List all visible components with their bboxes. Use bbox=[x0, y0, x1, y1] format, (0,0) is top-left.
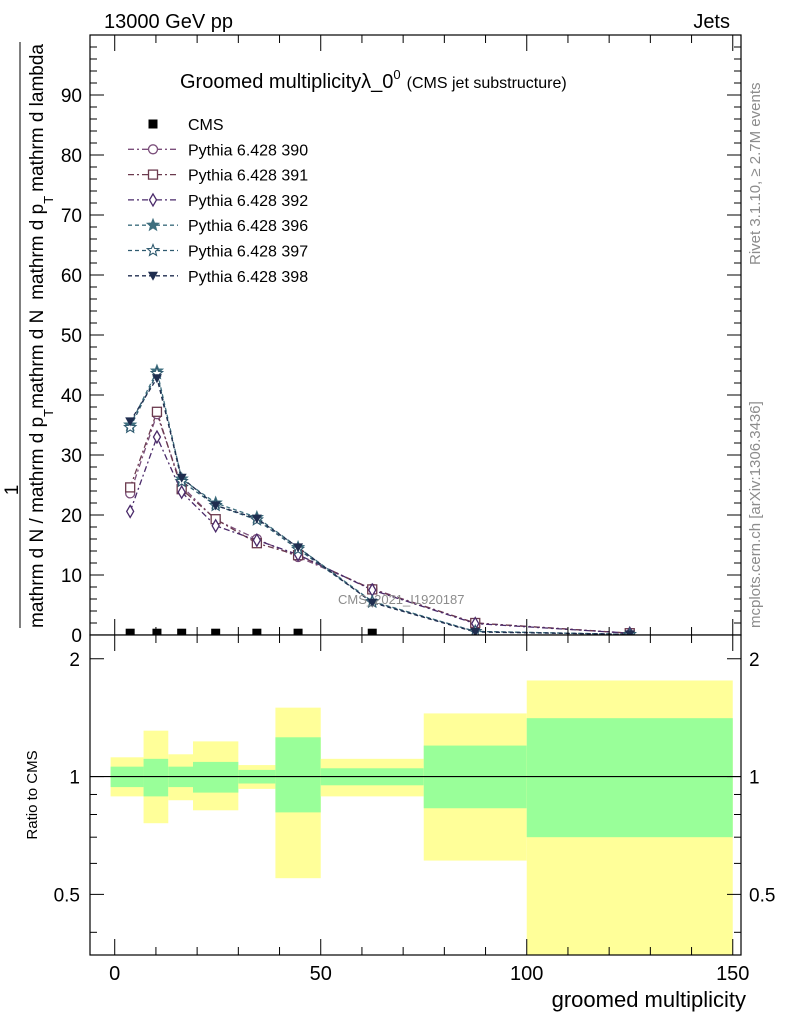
chart-title: Groomed multiplicityλ_00(CMS jet substru… bbox=[180, 67, 567, 93]
ratio-y-tick-label: 1 bbox=[69, 768, 80, 789]
y-label-denominator: mathrm d N / mathrm d pTmathrm d N. bbox=[27, 309, 56, 628]
legend-marker bbox=[148, 119, 158, 129]
legend-entry-label: Pythia 6.428 392 bbox=[188, 193, 308, 210]
data-point bbox=[176, 473, 187, 483]
main-y-tick-label: 10 bbox=[61, 566, 82, 587]
main-y-tick-label: 80 bbox=[61, 146, 82, 167]
main-y-tick-label: 50 bbox=[61, 326, 82, 347]
legend-marker bbox=[147, 169, 159, 180]
series-line bbox=[129, 371, 630, 636]
data-point bbox=[177, 628, 187, 638]
ratio-y-tick-label-right: 1 bbox=[749, 768, 760, 789]
x-tick-label: 100 bbox=[510, 963, 543, 985]
data-point bbox=[152, 628, 162, 638]
main-y-tick-label: 20 bbox=[61, 506, 82, 527]
ratio-y-tick-label: 2 bbox=[69, 650, 80, 671]
data-point bbox=[125, 417, 136, 427]
ratio-x-axis: 0 50 100 150 bbox=[109, 635, 749, 985]
legend-marker bbox=[145, 242, 161, 257]
legend-entry-label: Pythia 6.428 398 bbox=[188, 269, 308, 286]
data-point bbox=[177, 484, 186, 500]
data-point bbox=[123, 419, 138, 434]
data-point bbox=[151, 406, 163, 417]
ratio-y-tick-label-right: 0.5 bbox=[749, 885, 775, 906]
main-y-tick-label: 90 bbox=[61, 86, 82, 107]
legend-marker bbox=[148, 192, 158, 208]
x-axis-label: groomed multiplicity bbox=[552, 987, 746, 1012]
main-y-axis: 0 10 20 30 40 50 60 70 80 90 bbox=[61, 46, 741, 647]
legend: CMS Pythia 6.428 390 Pythia 6.428 391 Pythi… bbox=[128, 117, 308, 286]
x-tick-label: 150 bbox=[716, 963, 749, 985]
data-point bbox=[252, 628, 262, 638]
legend-entry-label: Pythia 6.428 397 bbox=[188, 244, 308, 261]
ratio-y-axis: 0.5 0.5 1 1 2 2 bbox=[54, 650, 775, 933]
main-y-tick-label: 0 bbox=[71, 626, 82, 647]
data-point bbox=[152, 429, 162, 445]
main-y-tick-label: 60 bbox=[61, 266, 82, 287]
main-y-tick-label: 30 bbox=[61, 446, 82, 467]
legend-entry-label: Pythia 6.428 396 bbox=[188, 218, 308, 235]
mcplots-label: mcplots.cern.ch [arXiv:1306.3436] bbox=[747, 401, 764, 628]
ratio-y-label: Ratio to CMS bbox=[24, 750, 41, 839]
data-point bbox=[470, 628, 481, 637]
header-energy: 13000 GeV pp bbox=[104, 11, 233, 33]
x-tick-label: 0 bbox=[109, 963, 120, 985]
legend-marker bbox=[145, 217, 161, 232]
data-point bbox=[125, 628, 135, 638]
ratio-y-tick-label: 0.5 bbox=[54, 885, 80, 906]
y-label-tail: mathrm d pTmathrm d lambda bbox=[27, 44, 56, 300]
stat-uncertainty-band bbox=[275, 737, 321, 813]
main-panel: 0 10 20 30 40 50 60 70 80 90 Groomed multiplicity… bbox=[61, 34, 742, 647]
data-point bbox=[151, 374, 162, 384]
stat-uncertainty-band bbox=[193, 761, 239, 793]
ratio-panel-frame bbox=[89, 634, 742, 956]
legend-entry-label: Pythia 6.428 391 bbox=[188, 168, 308, 185]
main-panel-background bbox=[90, 35, 741, 635]
main-series-markers bbox=[123, 363, 637, 641]
legend-marker bbox=[148, 271, 158, 281]
series-line bbox=[129, 435, 630, 634]
stat-uncertainty-band bbox=[526, 718, 733, 838]
data-point bbox=[211, 628, 221, 638]
data-point bbox=[293, 543, 304, 553]
data-point bbox=[125, 504, 135, 519]
main-y-tick-label: 70 bbox=[61, 206, 82, 227]
legend-marker bbox=[147, 144, 159, 155]
data-point bbox=[367, 598, 378, 608]
data-point bbox=[125, 482, 136, 493]
data-point bbox=[251, 514, 262, 524]
rivet-version-label: Rivet 3.1.10, ≥ 2.7M events bbox=[747, 83, 764, 266]
data-point bbox=[293, 628, 303, 638]
main-x-ticks bbox=[114, 35, 734, 635]
data-point bbox=[367, 628, 377, 638]
legend-entry-label: Pythia 6.428 390 bbox=[188, 142, 308, 159]
svg-text:1: 1 bbox=[2, 485, 23, 496]
main-y-tick-label: 40 bbox=[61, 386, 82, 407]
legend-entry-label: CMS bbox=[188, 117, 224, 134]
data-point bbox=[211, 518, 220, 534]
stat-uncertainty-band bbox=[143, 758, 169, 797]
analysis-watermark: CMS_2021_I1920187 bbox=[338, 592, 465, 607]
main-y-label: 1 mathrm d N / mathrm d pTmathrm d N. ma… bbox=[2, 42, 56, 628]
ratio-uncertainty-bands bbox=[110, 680, 733, 955]
header-category: Jets bbox=[693, 11, 730, 33]
x-tick-label: 50 bbox=[310, 963, 332, 985]
ratio-y-tick-label-right: 2 bbox=[749, 650, 760, 671]
data-point bbox=[252, 532, 262, 548]
ratio-panel: 0.5 0.5 1 1 2 2 0 50 100 150 bbox=[54, 634, 775, 985]
data-point bbox=[210, 501, 221, 511]
